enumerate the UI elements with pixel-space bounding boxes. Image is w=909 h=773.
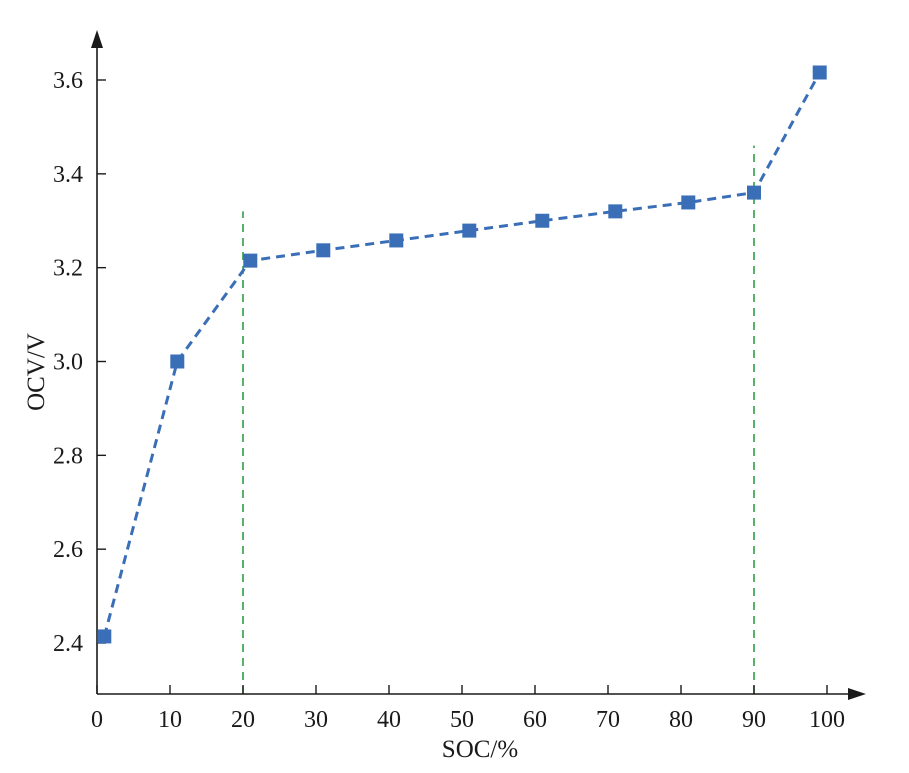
data-point-marker [97,629,112,644]
y-tick-label: 2.4 [53,631,83,657]
data-point-marker [243,253,258,268]
x-ticks: 0 10 20 30 40 50 60 70 80 90 100 [91,685,845,733]
y-ticks: 2.4 2.6 2.8 3.0 3.2 3.4 3.6 [53,68,106,657]
x-tick-label: 50 [450,707,474,733]
x-tick-label: 30 [304,707,328,733]
reference-lines [242,145,755,694]
y-axis-title: OCV/V [23,333,50,411]
y-tick-label: 3.0 [53,350,83,376]
data-point-marker [389,233,404,248]
x-tick-label: 40 [377,707,401,733]
y-tick-label: 2.6 [53,537,83,563]
x-axis-title: SOC/% [442,736,518,763]
data-point-marker [170,354,185,369]
x-tick-label: 60 [523,707,547,733]
y-tick-label: 3.2 [53,256,83,282]
series-line [102,71,822,637]
data-point-marker [747,185,761,200]
x-tick-label: 0 [91,707,103,733]
data-point-marker [535,213,550,228]
axes [91,30,866,700]
x-tick-label: 20 [231,707,255,733]
y-tick-label: 3.4 [53,162,83,188]
x-tick-label: 70 [596,707,620,733]
y-tick-label: 3.6 [53,68,83,94]
data-point-marker [462,223,477,238]
data-point-marker [812,65,827,80]
data-point-marker [608,204,623,219]
y-tick-label: 2.8 [53,443,83,469]
data-point-marker [681,195,696,210]
series [97,65,827,644]
data-point-marker [316,243,331,258]
x-tick-label: 80 [669,707,693,733]
x-tick-label: 90 [742,707,766,733]
x-tick-label: 10 [158,707,182,733]
x-tick-label: 100 [809,707,845,733]
y-axis-arrow-icon [91,30,103,48]
x-axis-arrow-icon [848,688,866,700]
